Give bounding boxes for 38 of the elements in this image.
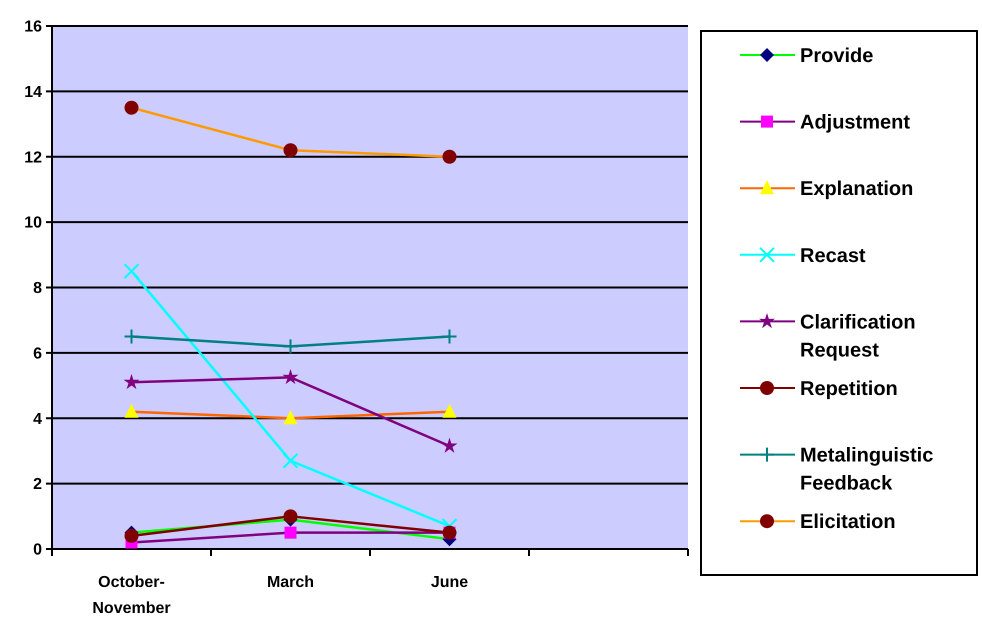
- legend-label: Recast: [800, 244, 866, 267]
- point: [442, 328, 458, 345]
- point: [282, 368, 298, 384]
- point: [124, 100, 138, 115]
- point: [442, 150, 456, 164]
- y-tick-label: 10: [24, 214, 42, 232]
- point: [284, 410, 298, 424]
- x-tick-label: October-November: [92, 574, 171, 617]
- legend-label: Elicitation: [800, 511, 896, 534]
- legend-label: Provide: [800, 45, 874, 67]
- legend-label: Metalinguistic Feedback: [800, 444, 934, 495]
- point: [124, 528, 138, 543]
- y-tick-label: 8: [33, 280, 42, 298]
- point: [284, 509, 298, 524]
- point: [442, 404, 456, 418]
- point: [282, 338, 298, 354]
- y-tick-label: 16: [24, 18, 42, 36]
- point: [124, 404, 138, 418]
- y-tick-label: 2: [33, 476, 42, 494]
- legend-label: Explanation: [800, 178, 914, 200]
- legend-label: Adjustment: [800, 112, 910, 134]
- point: [284, 143, 298, 158]
- y-tick-label: 0: [33, 542, 42, 559]
- point: [124, 374, 140, 390]
- point: [124, 328, 140, 345]
- point: [442, 518, 458, 534]
- legend-label: Clarification Request: [800, 311, 916, 362]
- y-tick-label: 14: [24, 84, 42, 101]
- point: [284, 526, 296, 539]
- y-tick-label: 12: [24, 149, 42, 166]
- point: [282, 452, 298, 469]
- x-tick-label: March: [266, 574, 314, 591]
- x-tick-label: June: [430, 574, 468, 591]
- legend-label: Repetition: [800, 378, 898, 400]
- point: [442, 438, 458, 453]
- y-tick-label: 4: [33, 410, 42, 428]
- point: [124, 263, 140, 280]
- y-tick-label: 6: [33, 345, 42, 362]
